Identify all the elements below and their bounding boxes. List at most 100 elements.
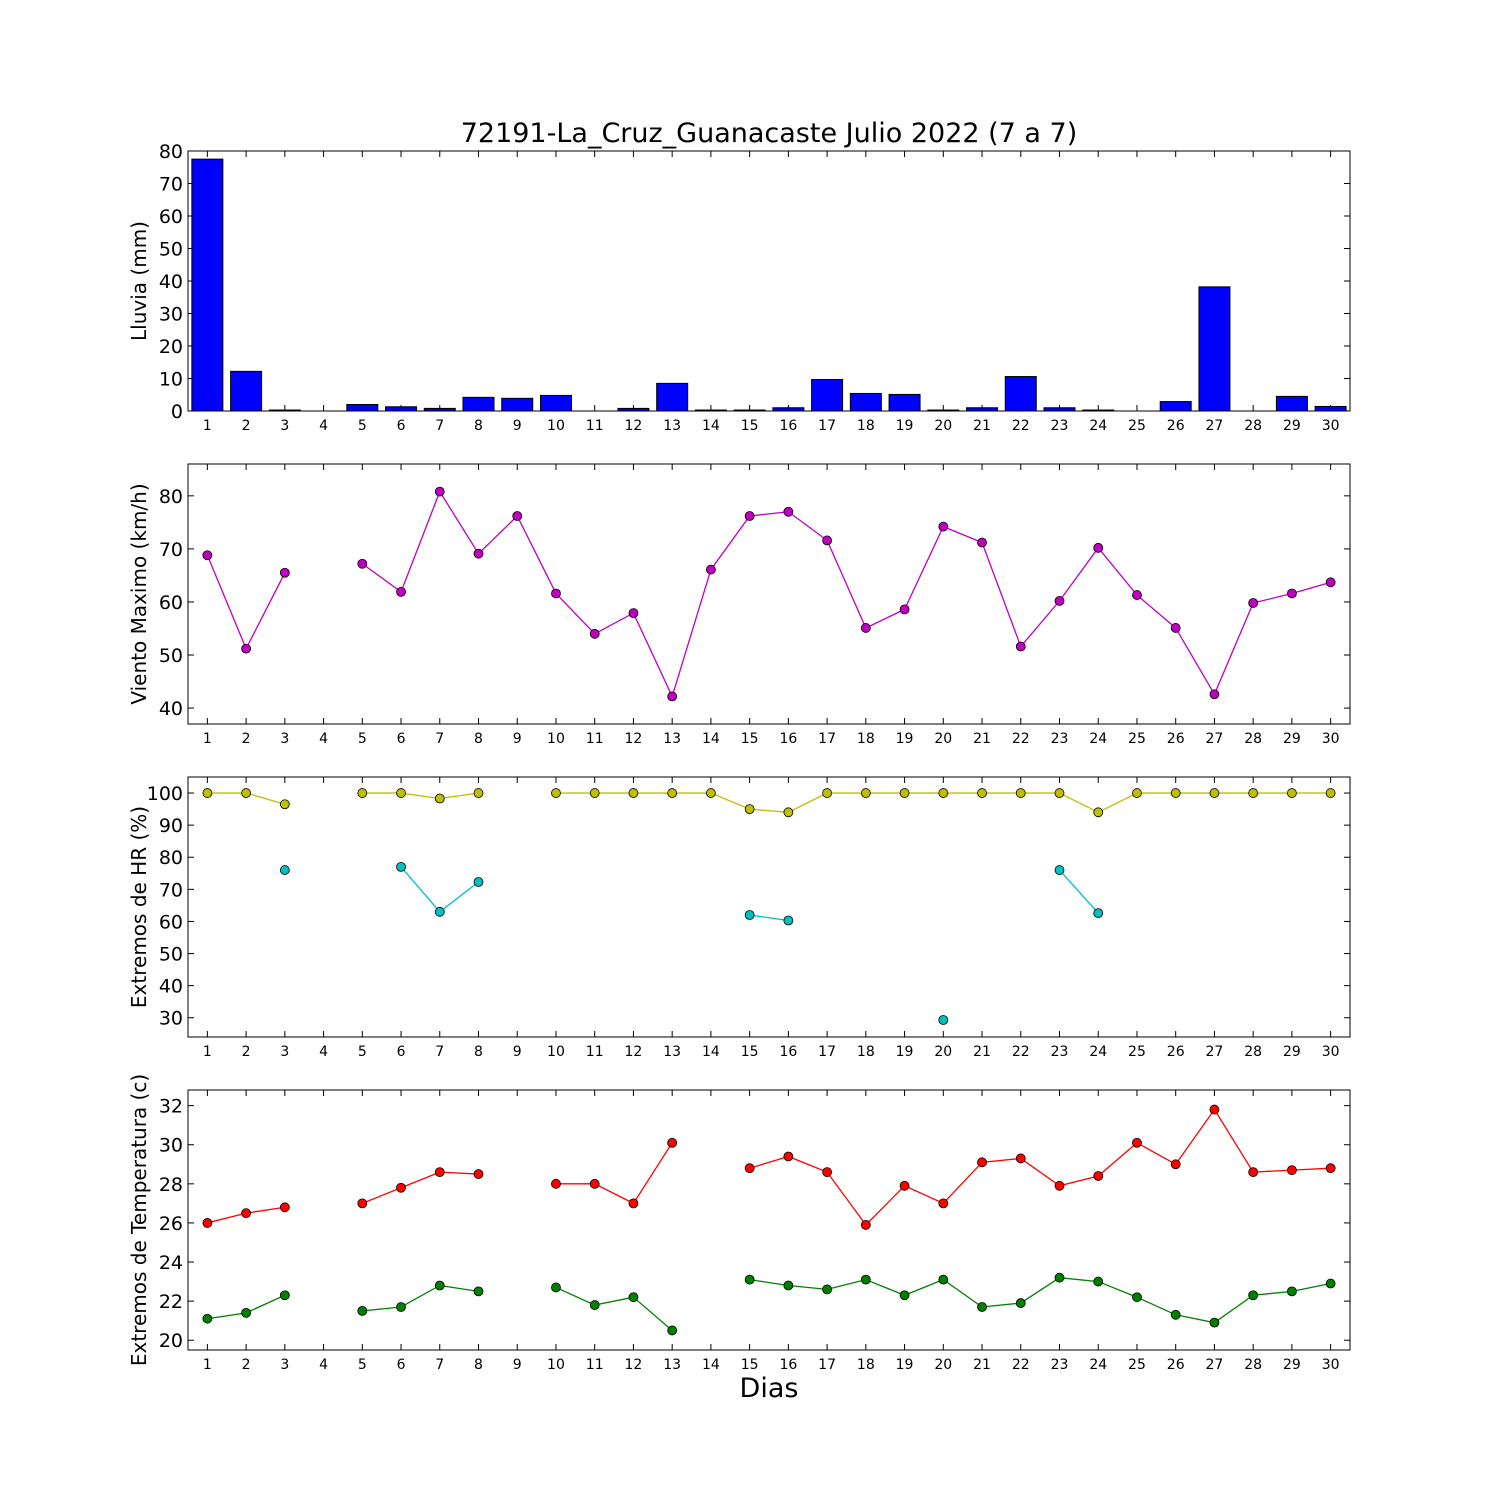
y-tick-label: 50: [159, 239, 183, 261]
x-tick-label: 16: [779, 731, 797, 747]
series-2: [279, 861, 1104, 1025]
x-tick-label: 15: [741, 418, 759, 434]
data-point: [279, 865, 290, 875]
x-tick-label: 8: [474, 1357, 483, 1373]
x-tick-label: 18: [857, 1357, 875, 1373]
x-tick-label: 18: [857, 418, 875, 434]
y-tick-label: 50: [159, 944, 183, 966]
data-point: [783, 1280, 794, 1291]
x-tick-label: 30: [1322, 1357, 1340, 1373]
data-point: [202, 788, 213, 798]
x-tick-label: 19: [896, 731, 914, 747]
data-point: [860, 1219, 871, 1230]
bar: [1004, 376, 1037, 412]
data-point: [396, 1182, 406, 1193]
axes-frame: [187, 776, 1351, 1038]
data-point: [1287, 588, 1297, 599]
data-point: [938, 521, 949, 532]
data-point: [241, 643, 252, 654]
x-tick-label: 13: [663, 418, 681, 434]
x-tick-label: 24: [1089, 418, 1107, 434]
data-point: [1170, 623, 1181, 633]
x-tick-label: 4: [319, 418, 328, 434]
data-point: [822, 788, 832, 798]
bar: [1082, 409, 1115, 412]
y-tick-label: 30: [159, 1008, 183, 1030]
data-point: [396, 1302, 406, 1312]
y-tick-label: 80: [159, 847, 183, 869]
x-tick-label: 24: [1089, 1357, 1107, 1373]
x-tick-label: 25: [1128, 1044, 1146, 1060]
y-tick-label: 100: [147, 783, 183, 805]
y-tick-label: 70: [159, 879, 183, 901]
x-tick-label: 22: [1012, 418, 1030, 434]
bar: [849, 392, 882, 412]
bar: [772, 407, 805, 412]
data-point: [279, 1290, 290, 1301]
data-point: [1287, 1165, 1297, 1176]
x-tick-label: 1: [203, 1044, 212, 1060]
data-point: [1170, 1309, 1181, 1320]
y-tick-label: 30: [159, 304, 183, 326]
data-point: [1170, 788, 1181, 798]
x-tick-label: 11: [586, 1357, 604, 1373]
data-point: [744, 511, 755, 521]
data-point: [938, 788, 949, 798]
data-point: [202, 1218, 213, 1228]
data-point: [1209, 1317, 1220, 1328]
data-point: [279, 567, 290, 578]
x-tick-label: 17: [818, 1357, 836, 1373]
data-point: [1132, 590, 1142, 600]
series-line: [206, 555, 286, 651]
data-point: [628, 1292, 639, 1303]
y-tick-label: 20: [159, 1330, 183, 1352]
bar: [268, 409, 301, 412]
y-tick-label: 60: [159, 592, 183, 614]
data-point: [396, 788, 406, 798]
data-point: [434, 1167, 445, 1178]
x-tick-label: 16: [779, 418, 797, 434]
x-tick-label: 17: [818, 418, 836, 434]
bar: [462, 396, 495, 412]
data-point: [1209, 689, 1220, 700]
y-tick-label: 60: [159, 206, 183, 228]
x-tick-label: 5: [358, 731, 367, 747]
data-point: [357, 788, 368, 798]
data-point: [241, 788, 252, 798]
x-tick-label: 17: [818, 1044, 836, 1060]
x-tick-label: 26: [1167, 1044, 1185, 1060]
x-axis-label: Dias: [740, 1373, 799, 1404]
x-tick-label: 29: [1283, 1044, 1301, 1060]
data-point: [744, 1163, 755, 1174]
x-tick-label: 20: [934, 418, 952, 434]
x-tick-label: 15: [741, 731, 759, 747]
x-tick-label: 3: [280, 418, 289, 434]
series-line: [362, 1171, 479, 1204]
series-1: [202, 1104, 1336, 1230]
data-point: [1325, 577, 1336, 588]
data-point: [822, 535, 832, 546]
data-point: [667, 691, 678, 702]
series-line: [1059, 869, 1099, 914]
x-tick-label: 19: [896, 1357, 914, 1373]
axes-frame: [187, 150, 1351, 412]
chart-title: 72191-La_Cruz_Guanacaste Julio 2022 (7 a…: [461, 118, 1078, 149]
x-tick-label: 23: [1051, 1044, 1069, 1060]
data-point: [860, 623, 871, 633]
data-point: [1093, 1276, 1104, 1287]
bar: [733, 409, 766, 412]
x-tick-label: 8: [474, 1044, 483, 1060]
series-line: [361, 490, 1331, 699]
data-point: [1015, 1298, 1026, 1308]
x-tick-label: 28: [1244, 1357, 1262, 1373]
x-tick-label: 28: [1244, 1044, 1262, 1060]
series-line: [400, 866, 479, 913]
x-tick-label: 6: [397, 1357, 406, 1373]
x-tick-label: 27: [1206, 1357, 1224, 1373]
data-point: [202, 1313, 213, 1324]
data-point: [202, 550, 213, 561]
data-point: [434, 1280, 445, 1291]
data-point: [628, 1198, 639, 1209]
y-tick-label: 20: [159, 336, 183, 358]
